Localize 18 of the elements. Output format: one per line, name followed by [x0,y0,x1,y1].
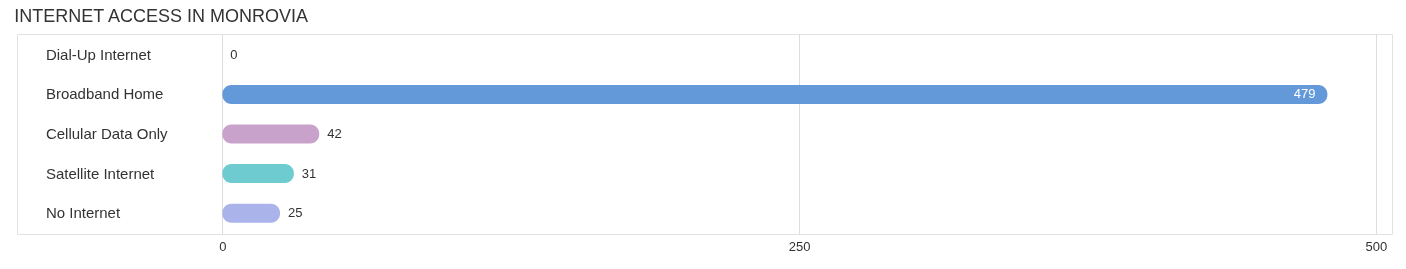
data-label: 479 [1293,86,1316,102]
x-tick-label: 0 [219,238,227,254]
data-label: 31 [301,165,317,181]
bar [222,164,294,184]
y-tick-label: Dial-Up Internet [45,45,152,63]
data-label: 0 [230,46,238,62]
y-tick-label: No Internet [45,204,121,222]
bar [222,124,320,144]
x-tick-label: 250 [788,238,811,254]
y-tick-label: Cellular Data Only [45,125,169,142]
y-tick-label: Broadband Home [45,85,164,103]
y-tick-label: Satellite Internet [45,164,156,182]
x-tick-label: 500 [1365,238,1388,254]
data-label: 25 [288,205,303,221]
bar [222,203,280,223]
data-label: 42 [327,126,342,141]
chart-title: INTERNET ACCESS IN MONROVIA [14,6,308,26]
bar [222,84,1328,104]
